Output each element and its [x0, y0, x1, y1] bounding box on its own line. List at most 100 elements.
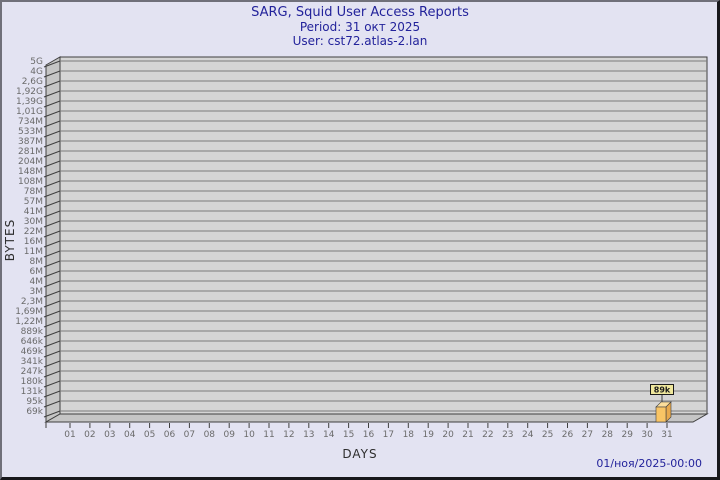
x-tick-label: 26 — [562, 430, 574, 440]
y-tick — [43, 60, 61, 68]
x-tick-label: 11 — [263, 430, 274, 440]
y-tick — [43, 240, 61, 248]
y-tick — [43, 320, 61, 328]
x-tick-label: 01 — [64, 430, 75, 440]
x-tick-label: 30 — [641, 430, 653, 440]
y-tick-label: 204M — [18, 157, 43, 167]
y-tick-label: 131k — [21, 387, 44, 397]
x-tick-label: 14 — [323, 430, 335, 440]
y-tick-label: 1,69M — [15, 307, 43, 317]
y-tick-label: 341k — [21, 357, 44, 367]
y-tick — [43, 180, 61, 188]
x-tick-label: 24 — [522, 430, 534, 440]
x-tick-label: 03 — [104, 430, 115, 440]
y-tick-label: 41M — [24, 207, 43, 217]
y-tick — [43, 410, 61, 418]
report-period: Period: 31 окт 2025 — [299, 20, 421, 34]
y-tick-label: 646k — [21, 337, 44, 347]
y-tick-label: 533M — [18, 127, 43, 137]
x-tick-label: 05 — [144, 430, 155, 440]
x-tick-label: 31 — [661, 430, 672, 440]
x-tick-label: 17 — [383, 430, 394, 440]
y-tick-label: 5G — [30, 57, 43, 67]
y-tick — [43, 330, 61, 338]
plot-back-wall — [59, 56, 708, 415]
y-tick — [43, 250, 61, 258]
bar-value-label: 89k — [654, 386, 671, 395]
y-tick — [43, 120, 61, 128]
x-tick-label: 19 — [422, 430, 434, 440]
y-tick-label: 30M — [24, 217, 43, 227]
y-tick — [43, 150, 61, 158]
y-tick — [43, 160, 61, 168]
y-tick-label: 180k — [21, 377, 44, 387]
y-tick-label: 1,22M — [15, 317, 43, 327]
y-tick — [43, 100, 61, 108]
x-tick-label: 27 — [582, 430, 593, 440]
x-tick-label: 21 — [462, 430, 473, 440]
chart-generated-content: 5G4G2,6G1,92G1,39G1,01G734M533M387M281M2… — [15, 56, 709, 440]
y-tick — [43, 260, 61, 268]
y-tick — [43, 280, 61, 288]
y-tick-label: 1,39G — [16, 97, 43, 107]
y-tick-label: 281M — [18, 147, 43, 157]
y-tick — [43, 400, 61, 408]
y-tick-label: 78M — [24, 187, 43, 197]
x-tick-label: 29 — [621, 430, 633, 440]
x-tick-label: 18 — [403, 430, 415, 440]
y-tick — [43, 210, 61, 218]
x-tick-label: 16 — [363, 430, 375, 440]
y-tick — [43, 310, 61, 318]
bar-day-31 — [655, 406, 667, 423]
y-tick — [43, 380, 61, 388]
y-tick-label: 4G — [30, 67, 43, 77]
x-tick-label: 10 — [243, 430, 255, 440]
y-tick-label: 1,92G — [16, 87, 43, 97]
y-tick — [43, 130, 61, 138]
y-tick-label: 734M — [18, 117, 43, 127]
x-tick-label: 06 — [164, 430, 176, 440]
x-tick-label: 15 — [343, 430, 354, 440]
report-user: User: cst72.atlas-2.lan — [292, 34, 428, 48]
y-tick — [43, 220, 61, 228]
bar-value-box — [650, 384, 674, 395]
y-tick — [43, 290, 61, 298]
floor-3d — [44, 413, 709, 423]
x-tick-label: 04 — [124, 430, 136, 440]
x-tick-label: 13 — [303, 430, 314, 440]
y-tick — [43, 140, 61, 148]
x-tick-label: 09 — [223, 430, 235, 440]
x-tick-label: 20 — [442, 430, 454, 440]
y-tick — [43, 390, 61, 398]
y-axis-title: BYTES — [3, 219, 17, 261]
y-tick — [43, 370, 61, 378]
x-tick-label: 08 — [204, 430, 216, 440]
y-tick-label: 95k — [26, 397, 43, 407]
y-tick — [43, 170, 61, 178]
y-tick-label: 387M — [18, 137, 43, 147]
y-tick-label: 6M — [30, 267, 44, 277]
x-tick-label: 28 — [602, 430, 614, 440]
y-tick-label: 69k — [26, 407, 43, 417]
y-tick-label: 57M — [24, 197, 43, 207]
y-tick — [43, 270, 61, 278]
y-tick-label: 3M — [30, 287, 44, 297]
y-tick-label: 8M — [30, 257, 44, 267]
y-tick-label: 889k — [21, 327, 44, 337]
y-tick-label: 148M — [18, 167, 43, 177]
y-tick — [43, 300, 61, 308]
y-tick-label: 16M — [24, 237, 43, 247]
y-tick — [43, 70, 61, 78]
report-header: SARG, Squid User Access Reports Period: … — [0, 5, 720, 48]
y-tick-label: 469k — [21, 347, 44, 357]
x-tick-label: 25 — [542, 430, 553, 440]
timestamp: 01/ноя/2025-00:00 — [596, 457, 702, 470]
y-tick — [43, 80, 61, 88]
report-title: SARG, Squid User Access Reports — [251, 5, 469, 20]
y-tick-label: 108M — [18, 177, 43, 187]
x-tick-label: 02 — [84, 430, 95, 440]
y-tick — [43, 200, 61, 208]
y-tick — [43, 230, 61, 238]
